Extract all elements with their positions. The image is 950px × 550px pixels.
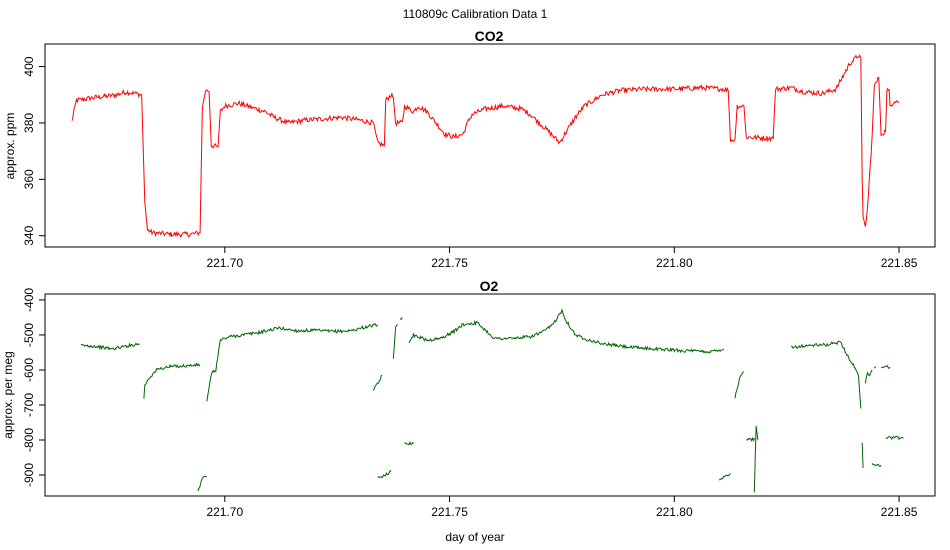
o2-series-line: [753, 425, 759, 493]
x-tick-label: 221.85: [881, 256, 918, 270]
y-tick-label: 340: [22, 225, 36, 245]
y-tick-label: -600: [22, 358, 36, 382]
o2-series-line: [871, 462, 882, 467]
x-tick-label: 221.70: [206, 505, 243, 519]
o2-series-line: [885, 435, 904, 441]
o2-series-line: [790, 340, 862, 409]
o2-series-line: [143, 362, 201, 399]
o2-panel: O2 approx. per meg 221.70 221.75 221.80 221…: [1, 278, 936, 519]
o2-series-line: [80, 342, 140, 351]
o2-series-line: [372, 374, 383, 391]
y-tick-label: 380: [22, 113, 36, 133]
x-tick-label: 221.75: [431, 505, 468, 519]
o2-series-line: [734, 371, 745, 399]
co2-plot-frame: [44, 43, 936, 248]
x-tick-label: 221.80: [656, 256, 693, 270]
y-tick-label: -500: [22, 323, 36, 347]
o2-series-line: [404, 440, 414, 446]
o2-plot-frame: [44, 293, 936, 497]
co2-panel-title: CO2: [475, 28, 504, 44]
o2-series-line: [399, 317, 403, 321]
co2-panel: CO2 approx. ppm 221.70 221.75 221.80 221.85…: [3, 28, 936, 270]
o2-series-line: [864, 369, 873, 384]
co2-y-axis-label: approx. ppm: [3, 113, 17, 180]
o2-series: [80, 308, 904, 493]
o2-series-line: [745, 436, 756, 442]
y-tick-label: -900: [22, 463, 36, 487]
o2-series-line: [206, 322, 379, 402]
o2-series-line: [718, 472, 731, 481]
o2-series-line: [873, 366, 877, 369]
o2-series-line: [392, 324, 399, 359]
y-tick-label: -800: [22, 428, 36, 452]
co2-axes: 221.70 221.75 221.80 221.85 340 360 380 400: [22, 56, 918, 270]
o2-y-axis-label: approx. per meg: [1, 351, 15, 438]
y-tick-label: 360: [22, 169, 36, 189]
x-tick-label: 221.85: [881, 505, 918, 519]
o2-panel-title: O2: [480, 278, 499, 294]
co2-series-line: [71, 54, 900, 238]
o2-series-line: [377, 469, 392, 479]
o2-axes: 221.70 221.75 221.80 221.85 -400 -500 -600 -700…: [22, 288, 918, 519]
o2-series-line: [861, 442, 864, 469]
x-tick-label: 221.80: [656, 505, 693, 519]
co2-series: [71, 54, 900, 238]
x-tick-label: 221.70: [206, 256, 243, 270]
figure-title: 110809c Calibration Data 1: [402, 7, 548, 21]
y-tick-label: 400: [22, 56, 36, 76]
y-tick-label: -700: [22, 393, 36, 417]
o2-series-line: [197, 475, 207, 492]
o2-series-line: [880, 364, 891, 370]
x-axis-label: day of year: [445, 530, 504, 544]
x-tick-label: 221.75: [431, 256, 468, 270]
y-tick-label: -400: [22, 288, 36, 312]
o2-series-line: [408, 308, 725, 354]
